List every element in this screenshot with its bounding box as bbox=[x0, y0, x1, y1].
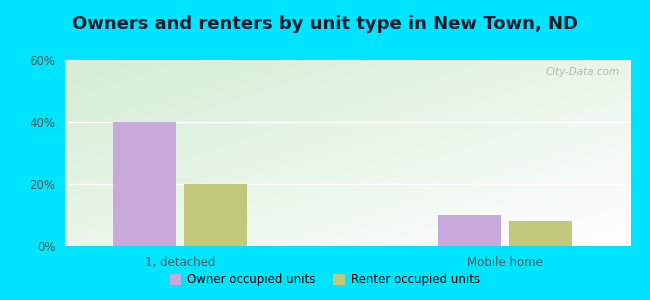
Bar bbox=[185, 184, 247, 246]
Text: City-Data.com: City-Data.com bbox=[545, 68, 619, 77]
Bar bbox=[438, 215, 500, 246]
Bar bbox=[113, 122, 176, 246]
Bar bbox=[509, 221, 572, 246]
Text: Owners and renters by unit type in New Town, ND: Owners and renters by unit type in New T… bbox=[72, 15, 578, 33]
Legend: Owner occupied units, Renter occupied units: Owner occupied units, Renter occupied un… bbox=[165, 269, 485, 291]
